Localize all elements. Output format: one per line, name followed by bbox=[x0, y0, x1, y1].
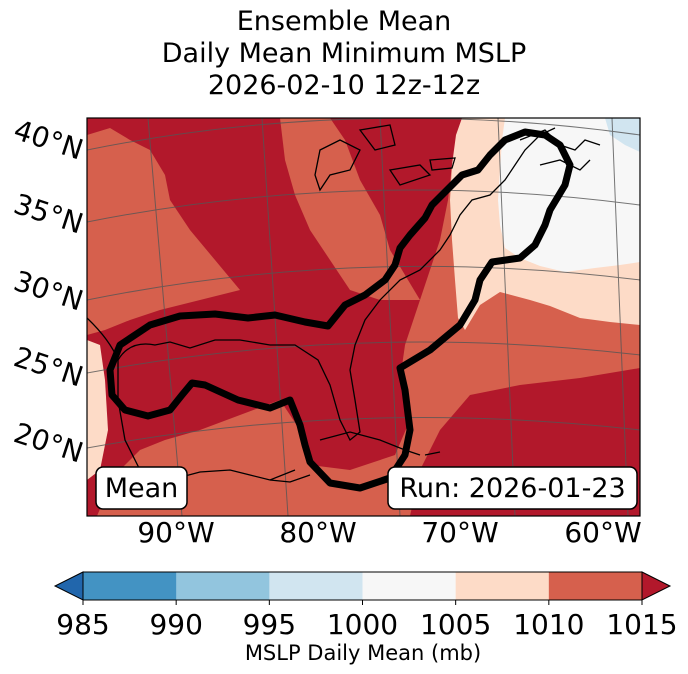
field-1010-1015-nw bbox=[87, 128, 240, 335]
lat-label-30: 30°N bbox=[10, 264, 87, 317]
coastline-great-lakes-4 bbox=[429, 157, 456, 171]
colorbar-tick-label: 985 bbox=[56, 608, 109, 641]
lon-label-90: 90°W bbox=[137, 516, 214, 549]
colorbar-segment-1000-1005 bbox=[362, 572, 457, 600]
lon-label-70: 70°W bbox=[421, 516, 498, 549]
lat-label-35: 35°N bbox=[10, 187, 87, 240]
coastline-hispaniola bbox=[424, 451, 441, 456]
gridline-lat-20 bbox=[87, 417, 640, 449]
gridline-lon-70 bbox=[379, 118, 401, 516]
colorbar-segment-1005-1010 bbox=[455, 572, 550, 600]
colorbar-label: MSLP Daily Mean (mb) bbox=[245, 641, 481, 665]
run-box bbox=[387, 466, 638, 510]
colorbar-tick-label: 995 bbox=[243, 608, 296, 641]
colorbar-tick-label: 1005 bbox=[420, 608, 491, 641]
mean-box-label: Mean bbox=[105, 473, 179, 504]
lat-label-40: 40°N bbox=[10, 113, 87, 166]
colorbar-segment-1010-1015 bbox=[548, 572, 643, 600]
run-box-label: Run: 2026-01-23 bbox=[399, 473, 625, 504]
gridline-lon-50 bbox=[611, 118, 629, 516]
field-995-1000 bbox=[605, 118, 640, 152]
lon-label-60: 60°W bbox=[564, 516, 641, 549]
coastline-great-lakes-1 bbox=[314, 139, 361, 192]
colorbar-tick-label: 1010 bbox=[513, 608, 584, 641]
coastline-great-lakes-2 bbox=[358, 124, 396, 151]
mean-box bbox=[95, 466, 188, 510]
colorbar-tick-label: 1000 bbox=[327, 608, 398, 641]
colorbar-extend-high bbox=[641, 571, 672, 601]
lat-label-20: 20°N bbox=[10, 416, 87, 469]
colorbar-tick-label: 990 bbox=[149, 608, 202, 641]
colorbar: 985 990 995 1000 1005 1010 1015 bbox=[53, 571, 678, 641]
colorbar-tick-label: 1015 bbox=[606, 608, 677, 641]
gridline-lat-25 bbox=[87, 341, 640, 374]
title-line-2: Daily Mean Minimum MSLP bbox=[161, 38, 527, 69]
coastline-cuba bbox=[319, 431, 421, 456]
lon-label-80: 80°W bbox=[279, 516, 356, 549]
map-frame bbox=[86, 117, 641, 517]
gridline-lat-35 bbox=[87, 189, 640, 223]
lat-label-25: 25°N bbox=[10, 340, 87, 393]
title-line-1: Ensemble Mean bbox=[236, 6, 452, 37]
gridline-lat-30 bbox=[87, 265, 640, 301]
gridline-lat-40 bbox=[87, 118, 640, 151]
field-1010-1015-ne bbox=[280, 118, 420, 300]
title-line-3: 2026-02-10 12z-12z bbox=[207, 70, 481, 101]
colorbar-segment-995-1000 bbox=[269, 572, 363, 600]
field-1000-1005 bbox=[498, 118, 640, 272]
colorbar-extend-low bbox=[53, 571, 84, 601]
coastlines bbox=[87, 124, 601, 483]
colorbar-segment-985-990 bbox=[83, 572, 177, 600]
coastline-great-lakes-3 bbox=[388, 164, 432, 186]
colorbar-segment-990-995 bbox=[176, 572, 270, 600]
coastline-yucatan bbox=[269, 474, 311, 483]
